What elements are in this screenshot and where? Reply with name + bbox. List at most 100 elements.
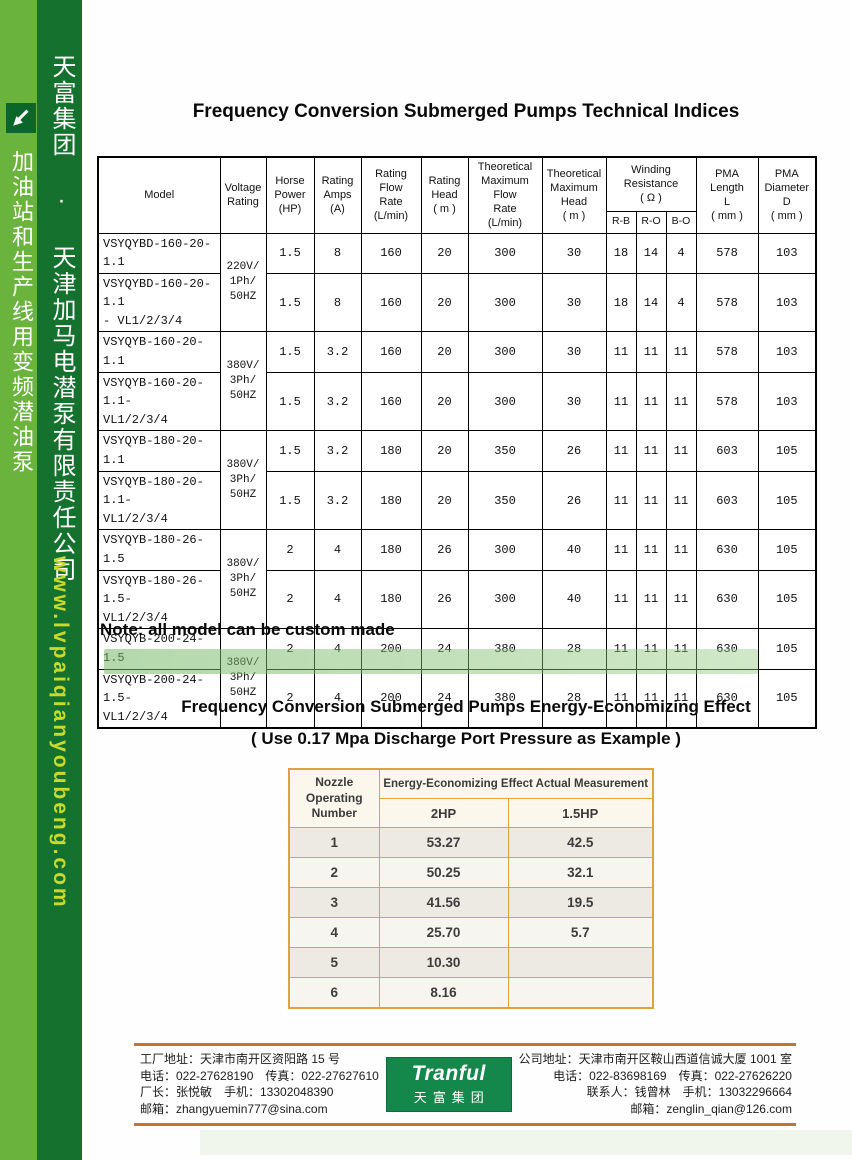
page-title: Frequency Conversion Submerged Pumps Tec… bbox=[192, 101, 740, 122]
company-phone-fax: 电话：022-83698169 传真：022-27626220 bbox=[553, 1068, 792, 1083]
col-header-pma-diameter: PMA Diameter D ( mm ) bbox=[757, 156, 817, 234]
spec-value-cell: 24 bbox=[420, 668, 469, 729]
spec-value-cell: 3.2 bbox=[313, 331, 362, 373]
logo-english-text: Tranful bbox=[411, 1061, 486, 1085]
spec-value-cell: 2 bbox=[265, 668, 315, 729]
model-cell: VSYQYB-180-20-1.1- VL1/2/3/4 bbox=[97, 470, 221, 531]
col-header-voltage: Voltage Rating bbox=[219, 156, 267, 234]
spec-value-cell: 20 bbox=[420, 232, 469, 274]
spec-value-cell: 350 bbox=[467, 430, 543, 472]
factory-address: 工厂地址：天津市南开区资阳路 15 号 bbox=[140, 1052, 341, 1066]
spec-value-cell: 160 bbox=[360, 331, 422, 373]
tech-table-row: VSYQYB-160-20-1.1- VL1/2/3/4 1.5 3.2 160 20 3… bbox=[97, 371, 817, 432]
tranful-logo: Tranful 天富集团 bbox=[385, 1056, 512, 1112]
energy-table-row: 3 41.56 19.5 bbox=[288, 887, 654, 918]
spec-value-cell: 1.5 bbox=[265, 232, 315, 274]
spec-value-cell: 26 bbox=[420, 529, 469, 571]
spec-value-cell: 11 bbox=[605, 529, 637, 571]
green-watermark-band bbox=[104, 649, 758, 674]
spec-value-cell: 3.2 bbox=[313, 470, 362, 531]
spec-value-cell: 300 bbox=[467, 232, 543, 274]
spec-value-cell: 2 bbox=[265, 529, 315, 571]
spec-value-cell: 4 bbox=[313, 529, 362, 571]
col-header-bo: B-O bbox=[665, 210, 697, 234]
nozzle-number-cell: 1 bbox=[288, 827, 380, 858]
value-2hp-cell: 53.27 bbox=[378, 827, 509, 858]
energy-table-row: 6 8.16 bbox=[288, 977, 654, 1009]
tech-table-row: VSYQYB-180-20-1.1 380V/ 3Ph/ 50HZ 1.5 3.2 18… bbox=[97, 430, 817, 531]
value-2hp-cell: 50.25 bbox=[378, 857, 509, 888]
spec-value-cell: 603 bbox=[695, 430, 759, 472]
spec-value-cell: 3.2 bbox=[313, 430, 362, 472]
voltage-cell: 380V/ 3Ph/ 50HZ bbox=[219, 331, 267, 432]
spec-value-cell: 200 bbox=[360, 668, 422, 729]
spec-value-cell: 630 bbox=[695, 569, 759, 630]
col-header-ro: R-O bbox=[635, 210, 667, 234]
spec-value-cell: 18 bbox=[605, 272, 637, 333]
spec-value-cell: 40 bbox=[541, 529, 607, 571]
tech-table-body: VSYQYBD-160-20-1.1 220V/ 1Ph/ 50HZ 1.5 8 160… bbox=[97, 232, 817, 729]
bottom-watermark-band bbox=[200, 1130, 852, 1155]
spec-value-cell: 30 bbox=[541, 232, 607, 274]
factory-phone-fax: 电话：022-27628190 传真：022-27627610 bbox=[140, 1068, 379, 1083]
model-cell: VSYQYB-160-20-1.1 bbox=[97, 331, 221, 373]
nozzle-number-cell: 5 bbox=[288, 947, 380, 978]
spec-value-cell: 180 bbox=[360, 529, 422, 571]
value-1-5hp-cell bbox=[507, 947, 654, 978]
spec-value-cell: 603 bbox=[695, 470, 759, 531]
spec-value-cell: 11 bbox=[605, 371, 637, 432]
spec-value-cell: 20 bbox=[420, 470, 469, 531]
spec-value-cell: 30 bbox=[541, 272, 607, 333]
factory-email: 邮箱：zhangyuemin777@sina.com bbox=[140, 1101, 328, 1116]
spec-value-cell: 300 bbox=[467, 371, 543, 432]
spec-value-cell: 160 bbox=[360, 232, 422, 274]
value-1-5hp-cell: 5.7 bbox=[507, 917, 654, 948]
tech-specs-table: Model Voltage Rating Horse Power (HP) Ra… bbox=[97, 156, 817, 730]
model-cell: VSYQYB-180-20-1.1 bbox=[97, 430, 221, 472]
spec-value-cell: 578 bbox=[695, 371, 759, 432]
spec-value-cell: 105 bbox=[757, 430, 817, 472]
col-header-measurement: Energy-Economizing Effect Actual Measure… bbox=[378, 768, 654, 799]
spec-value-cell: 20 bbox=[420, 430, 469, 472]
tech-table-row: VSYQYB-180-20-1.1- VL1/2/3/4 1.5 3.2 180 20 3… bbox=[97, 470, 817, 531]
spec-value-cell: 14 bbox=[635, 232, 667, 274]
tech-table-row: VSYQYB-180-26-1.5 380V/ 3Ph/ 50HZ 2 4 180 26 3… bbox=[97, 529, 817, 630]
spec-value-cell: 20 bbox=[420, 331, 469, 373]
col-header-amps: Rating Amps (A) bbox=[313, 156, 362, 234]
spec-value-cell: 11 bbox=[605, 569, 637, 630]
nozzle-number-cell: 4 bbox=[288, 917, 380, 948]
model-cell: VSYQYBD-160-20-1.1 - VL1/2/3/4 bbox=[97, 272, 221, 333]
energy-title-line2: ( Use 0.17 Mpa Discharge Port Pressure a… bbox=[251, 729, 681, 748]
spec-value-cell: 30 bbox=[541, 371, 607, 432]
spec-value-cell: 180 bbox=[360, 430, 422, 472]
tech-table-row: VSYQYBD-160-20-1.1 220V/ 1Ph/ 50HZ 1.5 8 160… bbox=[97, 232, 817, 333]
spec-value-cell: 4 bbox=[313, 569, 362, 630]
spec-value-cell: 103 bbox=[757, 371, 817, 432]
energy-table-row: 4 25.70 5.7 bbox=[288, 917, 654, 948]
spec-value-cell: 1.5 bbox=[265, 430, 315, 472]
spec-value-cell: 578 bbox=[695, 272, 759, 333]
model-cell: VSYQYB-180-26-1.5 bbox=[97, 529, 221, 571]
footer-company-contact: 公司地址：天津市南开区鞍山西道信诚大厦 1001 室 电话：022-836981… bbox=[519, 1051, 792, 1117]
spec-value-cell: 160 bbox=[360, 371, 422, 432]
spec-value-cell: 26 bbox=[541, 430, 607, 472]
spec-value-cell: 11 bbox=[635, 331, 667, 373]
spec-value-cell: 180 bbox=[360, 470, 422, 531]
sidebar-company-text: 天富集团 · 天津加马电潜泵有限责任公司 bbox=[48, 54, 75, 583]
energy-table-row: 2 50.25 32.1 bbox=[288, 857, 654, 888]
col-header-winding-resistance: Winding Resistance ( Ω ) bbox=[605, 156, 697, 212]
spec-value-cell: 11 bbox=[665, 331, 697, 373]
nozzle-number-cell: 2 bbox=[288, 857, 380, 888]
spec-value-cell: 11 bbox=[635, 430, 667, 472]
col-header-2hp: 2HP bbox=[378, 798, 509, 828]
value-2hp-cell: 25.70 bbox=[378, 917, 509, 948]
spec-value-cell: 103 bbox=[757, 272, 817, 333]
col-header-1-5hp: 1.5HP bbox=[507, 798, 654, 828]
value-1-5hp-cell: 19.5 bbox=[507, 887, 654, 918]
voltage-cell: 380V/ 3Ph/ 50HZ bbox=[219, 430, 267, 531]
model-cell: VSYQYB-180-26-1.5- VL1/2/3/4 bbox=[97, 569, 221, 630]
value-2hp-cell: 10.30 bbox=[378, 947, 509, 978]
sidebar-product-text: 加油站和生产线用变频潜油泵 bbox=[9, 150, 34, 475]
spec-value-cell: 105 bbox=[757, 628, 817, 670]
